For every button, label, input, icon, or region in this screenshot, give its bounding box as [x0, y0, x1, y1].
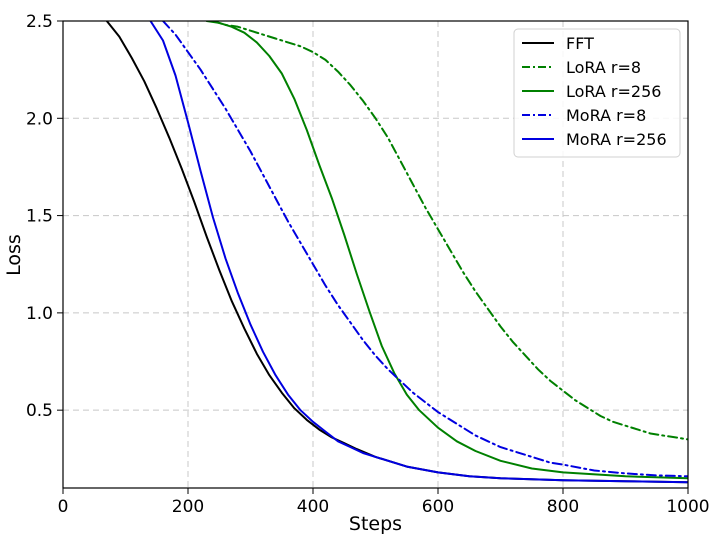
- legend: FFT LoRA r=8 LoRA r=256 MoRA r=8 MoRA r=256: [513, 28, 681, 158]
- x-tick-label: 800: [547, 497, 579, 517]
- legend-label: MoRA r=256: [566, 130, 667, 149]
- legend-box: [513, 28, 681, 158]
- x-tick-label: 1000: [666, 497, 709, 517]
- x-tick-label: 400: [297, 497, 329, 517]
- legend-label: MoRA r=8: [566, 106, 646, 125]
- x-tick-label: 0: [58, 497, 69, 517]
- plot-frame: [62, 20, 689, 489]
- x-tick-label: 200: [172, 497, 204, 517]
- x-tick-label: 600: [422, 497, 454, 517]
- legend-label: FFT: [566, 34, 594, 53]
- y-axis-label: Loss: [3, 234, 25, 276]
- legend-label: LoRA r=8: [566, 58, 641, 77]
- series-line-mora-r-8: [162, 21, 688, 478]
- x-axis-label: Steps: [349, 513, 402, 535]
- series-group: [105, 21, 688, 484]
- y-tick-label: 1.5: [26, 207, 53, 227]
- series-line-mora-r-256: [149, 21, 688, 484]
- y-tick-label: 2.5: [26, 12, 53, 32]
- series-line-lora-r-256: [205, 21, 688, 480]
- y-tick-label: 2.0: [26, 109, 53, 129]
- legend-label: LoRA r=256: [566, 82, 661, 101]
- series-line-lora-r-8: [212, 21, 688, 441]
- ticks: 0 200 400 600 800 1000 0.5 1.0 1.5 2.0 2.5: [26, 12, 710, 517]
- y-tick-label: 0.5: [26, 401, 53, 421]
- y-tick-label: 1.0: [26, 304, 53, 324]
